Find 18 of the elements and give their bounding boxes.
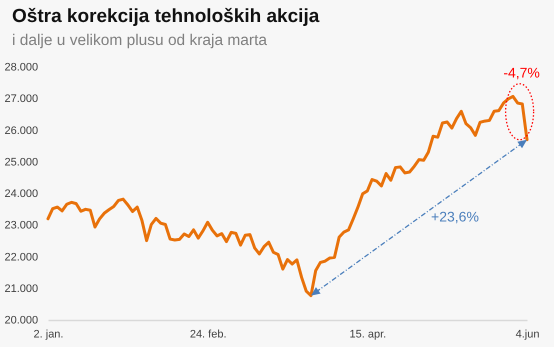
annotation: +23,6%	[431, 208, 479, 225]
x-tick-label: 4.jun	[516, 328, 540, 340]
y-tick-label: 20.000	[4, 314, 38, 326]
y-tick-label: 22.000	[4, 251, 38, 264]
y-tick-label: 24.000	[4, 188, 38, 200]
annotation: -4,7%	[503, 64, 540, 81]
y-tick-label: 25.000	[4, 156, 38, 168]
y-tick-label: 21.000	[4, 282, 38, 295]
y-tick-label: 23.000	[4, 220, 38, 232]
y-tick-label: 27.000	[4, 93, 38, 106]
x-tick-label: 2. jan.	[34, 328, 64, 340]
x-tick-label: 24. feb.	[190, 328, 227, 340]
line-series	[46, 94, 528, 298]
chart-title: Oštra korekcija tehnoloških akcija	[12, 6, 320, 28]
chart-subtitle: i dalje u velikom plusu od kraja marta	[12, 32, 268, 50]
x-tick-label: 15. apr.	[349, 328, 386, 340]
y-tick-label: 28.000	[4, 62, 38, 74]
y-tick-label: 26.000	[4, 124, 38, 137]
